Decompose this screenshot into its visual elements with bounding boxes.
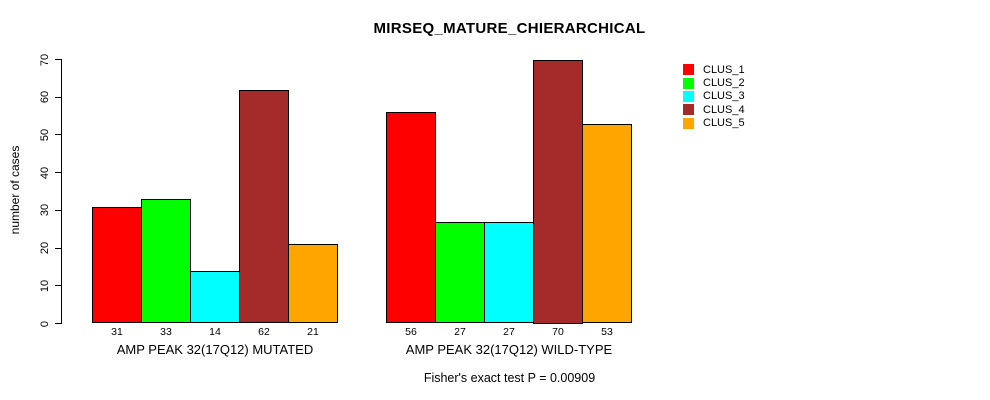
legend-color-swatch-CLUS_3: [683, 90, 694, 102]
bar-CLUS_2-group-1: [141, 199, 191, 324]
bar-value-label: 53: [601, 326, 613, 338]
bar-value-label: 27: [503, 326, 515, 338]
y-tick: [55, 96, 62, 98]
legend-label: CLUS_5: [703, 117, 745, 130]
y-tick: [55, 247, 62, 249]
bar-value-label: 14: [209, 326, 221, 338]
chart-title: MIRSEQ_MATURE_CHIERARCHICAL: [373, 20, 646, 37]
bar-CLUS_4-group-2: [533, 59, 583, 324]
bar-CLUS_4-group-1: [239, 89, 289, 324]
y-tick-label: 40: [39, 166, 51, 179]
legend-label: CLUS_1: [703, 63, 745, 76]
y-axis-label: number of cases: [8, 145, 22, 235]
group-label: AMP PEAK 32(17Q12) MUTATED: [116, 342, 314, 357]
y-tick: [55, 323, 62, 324]
y-tick: [55, 209, 62, 211]
legend: CLUS_1 CLUS_2 CLUS_3 CLUS_4 CLUS_5: [683, 63, 745, 130]
y-tick-label: 0: [39, 320, 51, 327]
group-label: AMP PEAK 32(17Q12) WILD-TYPE: [405, 342, 613, 357]
y-tick: [55, 172, 62, 174]
y-tick-label: 30: [39, 204, 51, 217]
y-tick-label: 50: [39, 128, 51, 142]
y-tick-label: 70: [39, 53, 51, 66]
y-tick: [55, 285, 62, 287]
bar-CLUS_5-group-2: [582, 123, 632, 324]
bar-value-label: 27: [454, 326, 466, 338]
legend-color-swatch-CLUS_5: [683, 117, 694, 129]
bar-value-label: 31: [111, 326, 123, 338]
y-tick-label: 10: [39, 279, 51, 292]
legend-color-swatch-CLUS_1: [683, 64, 694, 76]
legend-item: CLUS_5: [683, 116, 745, 129]
bar-value-label: 33: [160, 326, 172, 338]
legend-color-swatch-CLUS_2: [683, 77, 694, 89]
bar-CLUS_2-group-2: [435, 221, 485, 324]
bar-value-label: 70: [552, 326, 564, 338]
bar-CLUS_3-group-1: [190, 270, 240, 324]
bar-value-label: 62: [258, 326, 270, 338]
legend-label: CLUS_2: [703, 77, 745, 90]
bar-CLUS_5-group-1: [288, 244, 338, 324]
legend-label: CLUS_4: [703, 103, 745, 116]
legend-color-swatch-CLUS_4: [683, 104, 694, 116]
y-tick: [55, 59, 62, 60]
legend-item: CLUS_2: [683, 76, 745, 89]
y-tick-label: 20: [39, 241, 51, 255]
bar-CLUS_1-group-1: [92, 206, 142, 324]
bar-CLUS_3-group-2: [484, 221, 534, 324]
legend-item: CLUS_1: [683, 63, 745, 76]
legend-item: CLUS_3: [683, 90, 745, 103]
bar-CLUS_1-group-2: [386, 112, 436, 324]
bar-value-label: 56: [405, 326, 417, 338]
legend-item: CLUS_4: [683, 103, 745, 116]
y-tick: [55, 134, 62, 136]
y-tick-label: 60: [39, 91, 51, 104]
bar-value-label: 21: [307, 326, 319, 338]
legend-label: CLUS_3: [703, 90, 745, 103]
y-axis-line: [61, 59, 62, 324]
annotation-fisher-test: Fisher's exact test P = 0.00909: [423, 371, 596, 385]
